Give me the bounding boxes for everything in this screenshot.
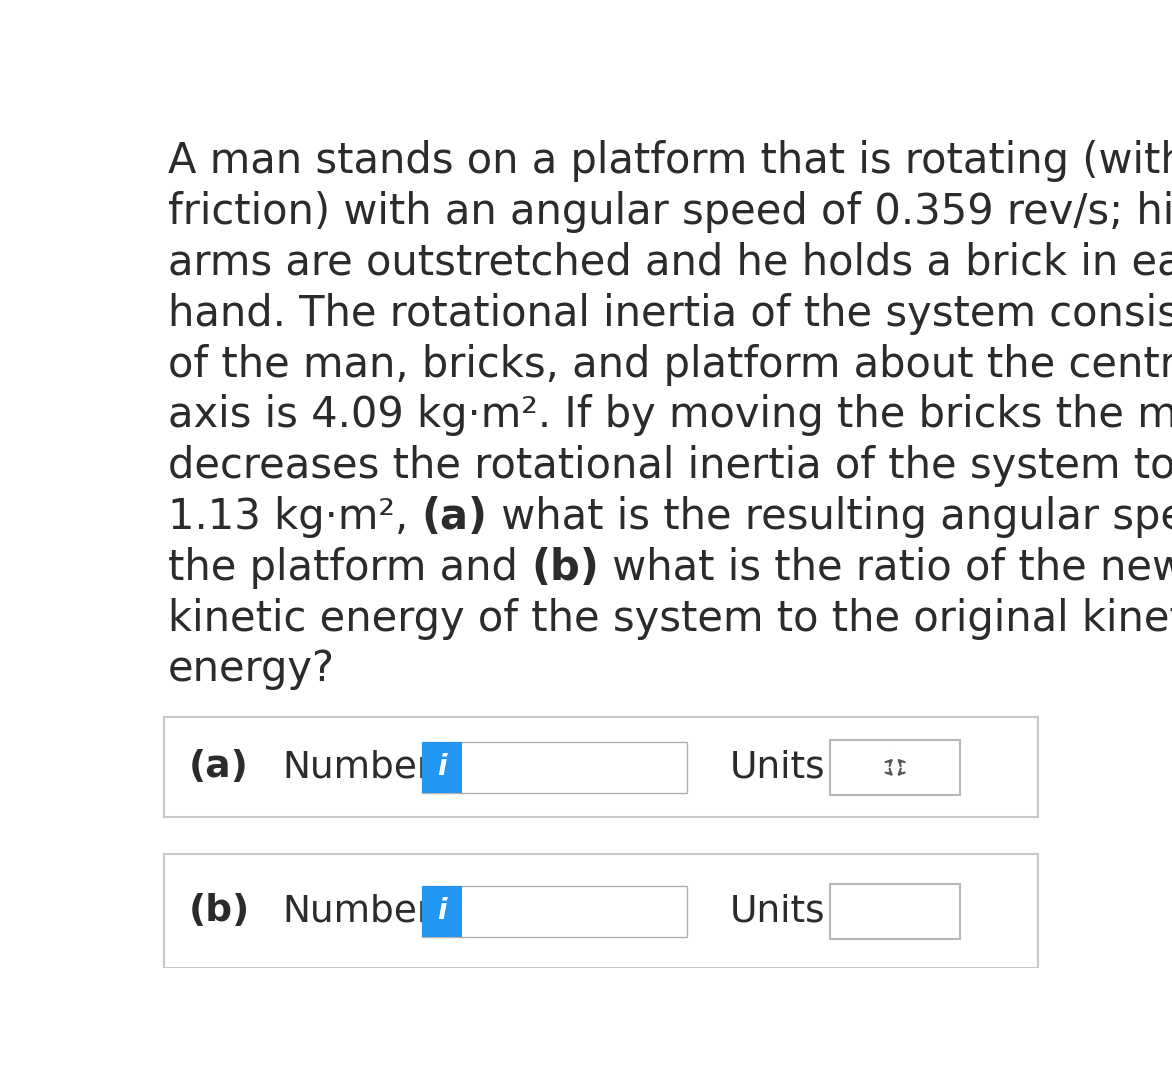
Text: hand. The rotational inertia of the system consisting: hand. The rotational inertia of the syst… xyxy=(169,293,1172,335)
Text: kinetic energy of the system to the original kinetic: kinetic energy of the system to the orig… xyxy=(169,597,1172,640)
Text: (a): (a) xyxy=(189,750,248,786)
Text: 1.13 kg·m²,: 1.13 kg·m², xyxy=(169,496,422,539)
Bar xyxy=(422,742,462,793)
Text: arms are outstretched and he holds a brick in each: arms are outstretched and he holds a bri… xyxy=(169,242,1172,284)
Text: Units: Units xyxy=(729,893,825,929)
Text: i: i xyxy=(437,753,447,781)
Text: Units: Units xyxy=(729,750,825,786)
Text: (b): (b) xyxy=(531,547,599,589)
Text: energy?: energy? xyxy=(169,648,335,691)
Bar xyxy=(830,883,960,939)
Text: Number: Number xyxy=(282,750,432,786)
Text: what is the ratio of the new: what is the ratio of the new xyxy=(599,547,1172,589)
Text: what is the resulting angular speed of: what is the resulting angular speed of xyxy=(488,496,1172,539)
Text: of the man, bricks, and platform about the central: of the man, bricks, and platform about t… xyxy=(169,344,1172,385)
Bar xyxy=(422,886,462,937)
Bar xyxy=(830,740,960,795)
Text: friction) with an angular speed of 0.359 rev/s; his: friction) with an angular speed of 0.359… xyxy=(169,191,1172,233)
Bar xyxy=(164,717,1037,817)
Text: (b): (b) xyxy=(189,893,251,929)
Bar xyxy=(422,742,687,793)
Text: the platform and: the platform and xyxy=(169,547,531,589)
Text: (a): (a) xyxy=(422,496,488,539)
Text: decreases the rotational inertia of the system to: decreases the rotational inertia of the … xyxy=(169,445,1172,487)
Text: Number: Number xyxy=(282,893,432,929)
Text: A man stands on a platform that is rotating (without: A man stands on a platform that is rotat… xyxy=(169,140,1172,183)
Text: axis is 4.09 kg·m². If by moving the bricks the man: axis is 4.09 kg·m². If by moving the bri… xyxy=(169,394,1172,436)
Bar xyxy=(422,886,687,937)
Text: i: i xyxy=(437,898,447,925)
Bar xyxy=(164,854,1037,968)
